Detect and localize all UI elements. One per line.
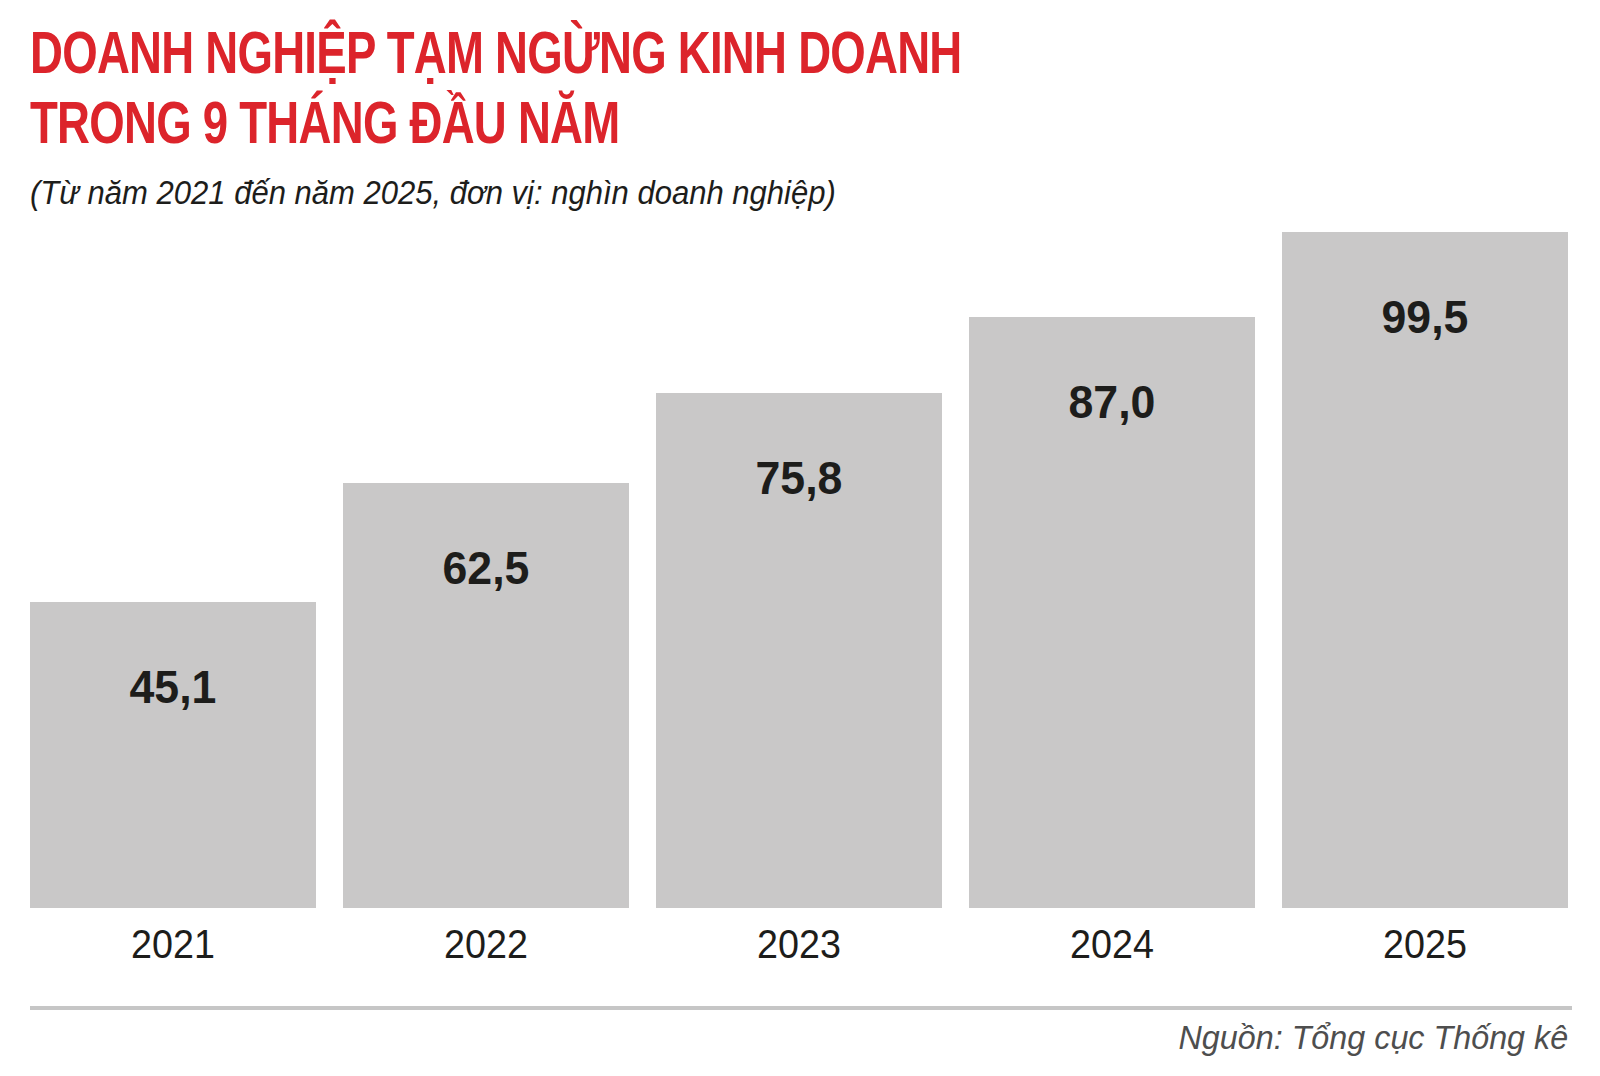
bar-value-label-2023: 75,8: [663, 450, 935, 505]
bar-2021: 45,1: [30, 602, 316, 908]
footer-divider: [30, 1006, 1572, 1010]
header: DOANH NGHIỆP TẠM NGỪNG KINH DOANH TRONG …: [30, 18, 1256, 212]
bar-2025: 99,5: [1282, 232, 1568, 908]
bar-group: 45,1 62,5 75,8 87,0 99,5: [30, 232, 1568, 908]
infographic-page: DOANH NGHIỆP TẠM NGỪNG KINH DOANH TRONG …: [0, 0, 1600, 1076]
x-axis-label-2022: 2022: [354, 920, 617, 968]
chart-title-line-2: TRONG 9 THÁNG ĐẦU NĂM: [30, 88, 962, 158]
x-axis-label-2024: 2024: [980, 920, 1243, 968]
bar-value-label-2021: 45,1: [37, 659, 309, 714]
bar-value-label-2024: 87,0: [976, 374, 1248, 429]
x-axis-label-2021: 2021: [41, 920, 304, 968]
bar-column-2024: 87,0: [969, 232, 1255, 908]
bar-column-2021: 45,1: [30, 232, 316, 908]
x-axis-labels: 2021 2022 2023 2024 2025: [30, 920, 1568, 968]
bar-column-2025: 99,5: [1282, 232, 1568, 908]
chart-subtitle: (Từ năm 2021 đến năm 2025, đơn vị: nghìn…: [30, 174, 1182, 212]
bar-2022: 62,5: [343, 483, 629, 908]
bar-2024: 87,0: [969, 317, 1255, 908]
chart-title-line-1: DOANH NGHIỆP TẠM NGỪNG KINH DOANH: [30, 18, 962, 88]
bar-column-2022: 62,5: [343, 232, 629, 908]
x-axis-label-2023: 2023: [667, 920, 930, 968]
chart-title: DOANH NGHIỆP TẠM NGỪNG KINH DOANH TRONG …: [30, 18, 1256, 158]
bar-value-label-2025: 99,5: [1289, 289, 1561, 344]
x-axis-label-2025: 2025: [1293, 920, 1556, 968]
bar-value-label-2022: 62,5: [350, 540, 622, 595]
source-credit: Nguồn: Tổng cục Thống kê: [1178, 1018, 1568, 1057]
bar-2023: 75,8: [656, 393, 942, 908]
bar-column-2023: 75,8: [656, 232, 942, 908]
